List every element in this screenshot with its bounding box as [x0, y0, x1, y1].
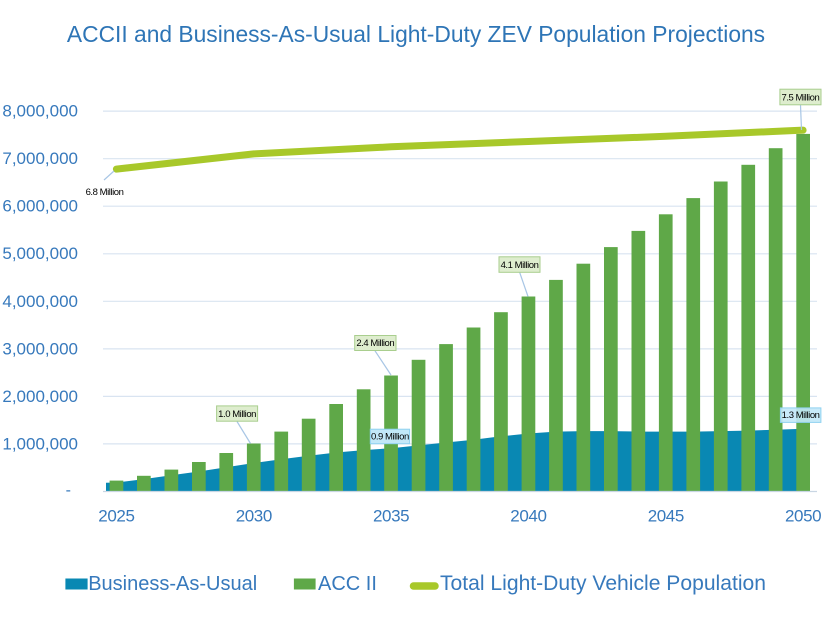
svg-text:4.1 Million: 4.1 Million	[501, 260, 539, 271]
svg-text:5,000,000: 5,000,000	[2, 244, 78, 263]
svg-text:2025: 2025	[98, 507, 134, 526]
svg-text:2050: 2050	[785, 507, 821, 526]
svg-text:4,000,000: 4,000,000	[2, 292, 78, 311]
svg-text:2,000,000: 2,000,000	[2, 387, 78, 406]
svg-text:Total Light-Duty Vehicle Popul: Total Light-Duty Vehicle Population	[440, 572, 766, 595]
svg-text:3,000,000: 3,000,000	[2, 339, 78, 358]
svg-text:7,000,000: 7,000,000	[2, 149, 78, 168]
svg-text:2040: 2040	[510, 507, 546, 526]
svg-text:ACCII and Business-As-Usual Li: ACCII and Business-As-Usual Light-Duty Z…	[67, 21, 765, 47]
svg-text:0.9 Million: 0.9 Million	[371, 431, 409, 442]
svg-text:2.4 Million: 2.4 Million	[356, 338, 394, 349]
svg-text:ACC II: ACC II	[318, 573, 377, 595]
svg-text:1.0 Million: 1.0 Million	[218, 409, 256, 420]
svg-text:1.3 Million: 1.3 Million	[782, 410, 820, 421]
svg-text:2035: 2035	[373, 507, 409, 526]
svg-text:Business-As-Usual: Business-As-Usual	[88, 573, 257, 595]
svg-text:7.5 Million: 7.5 Million	[781, 92, 819, 103]
svg-text:1,000,000: 1,000,000	[2, 434, 78, 453]
svg-text:6.8 Million: 6.8 Million	[86, 187, 124, 198]
svg-text:8,000,000: 8,000,000	[2, 102, 78, 121]
svg-text:2030: 2030	[236, 507, 272, 526]
svg-text:2045: 2045	[648, 507, 684, 526]
svg-text:-: -	[66, 482, 71, 499]
svg-text:6,000,000: 6,000,000	[2, 197, 78, 216]
